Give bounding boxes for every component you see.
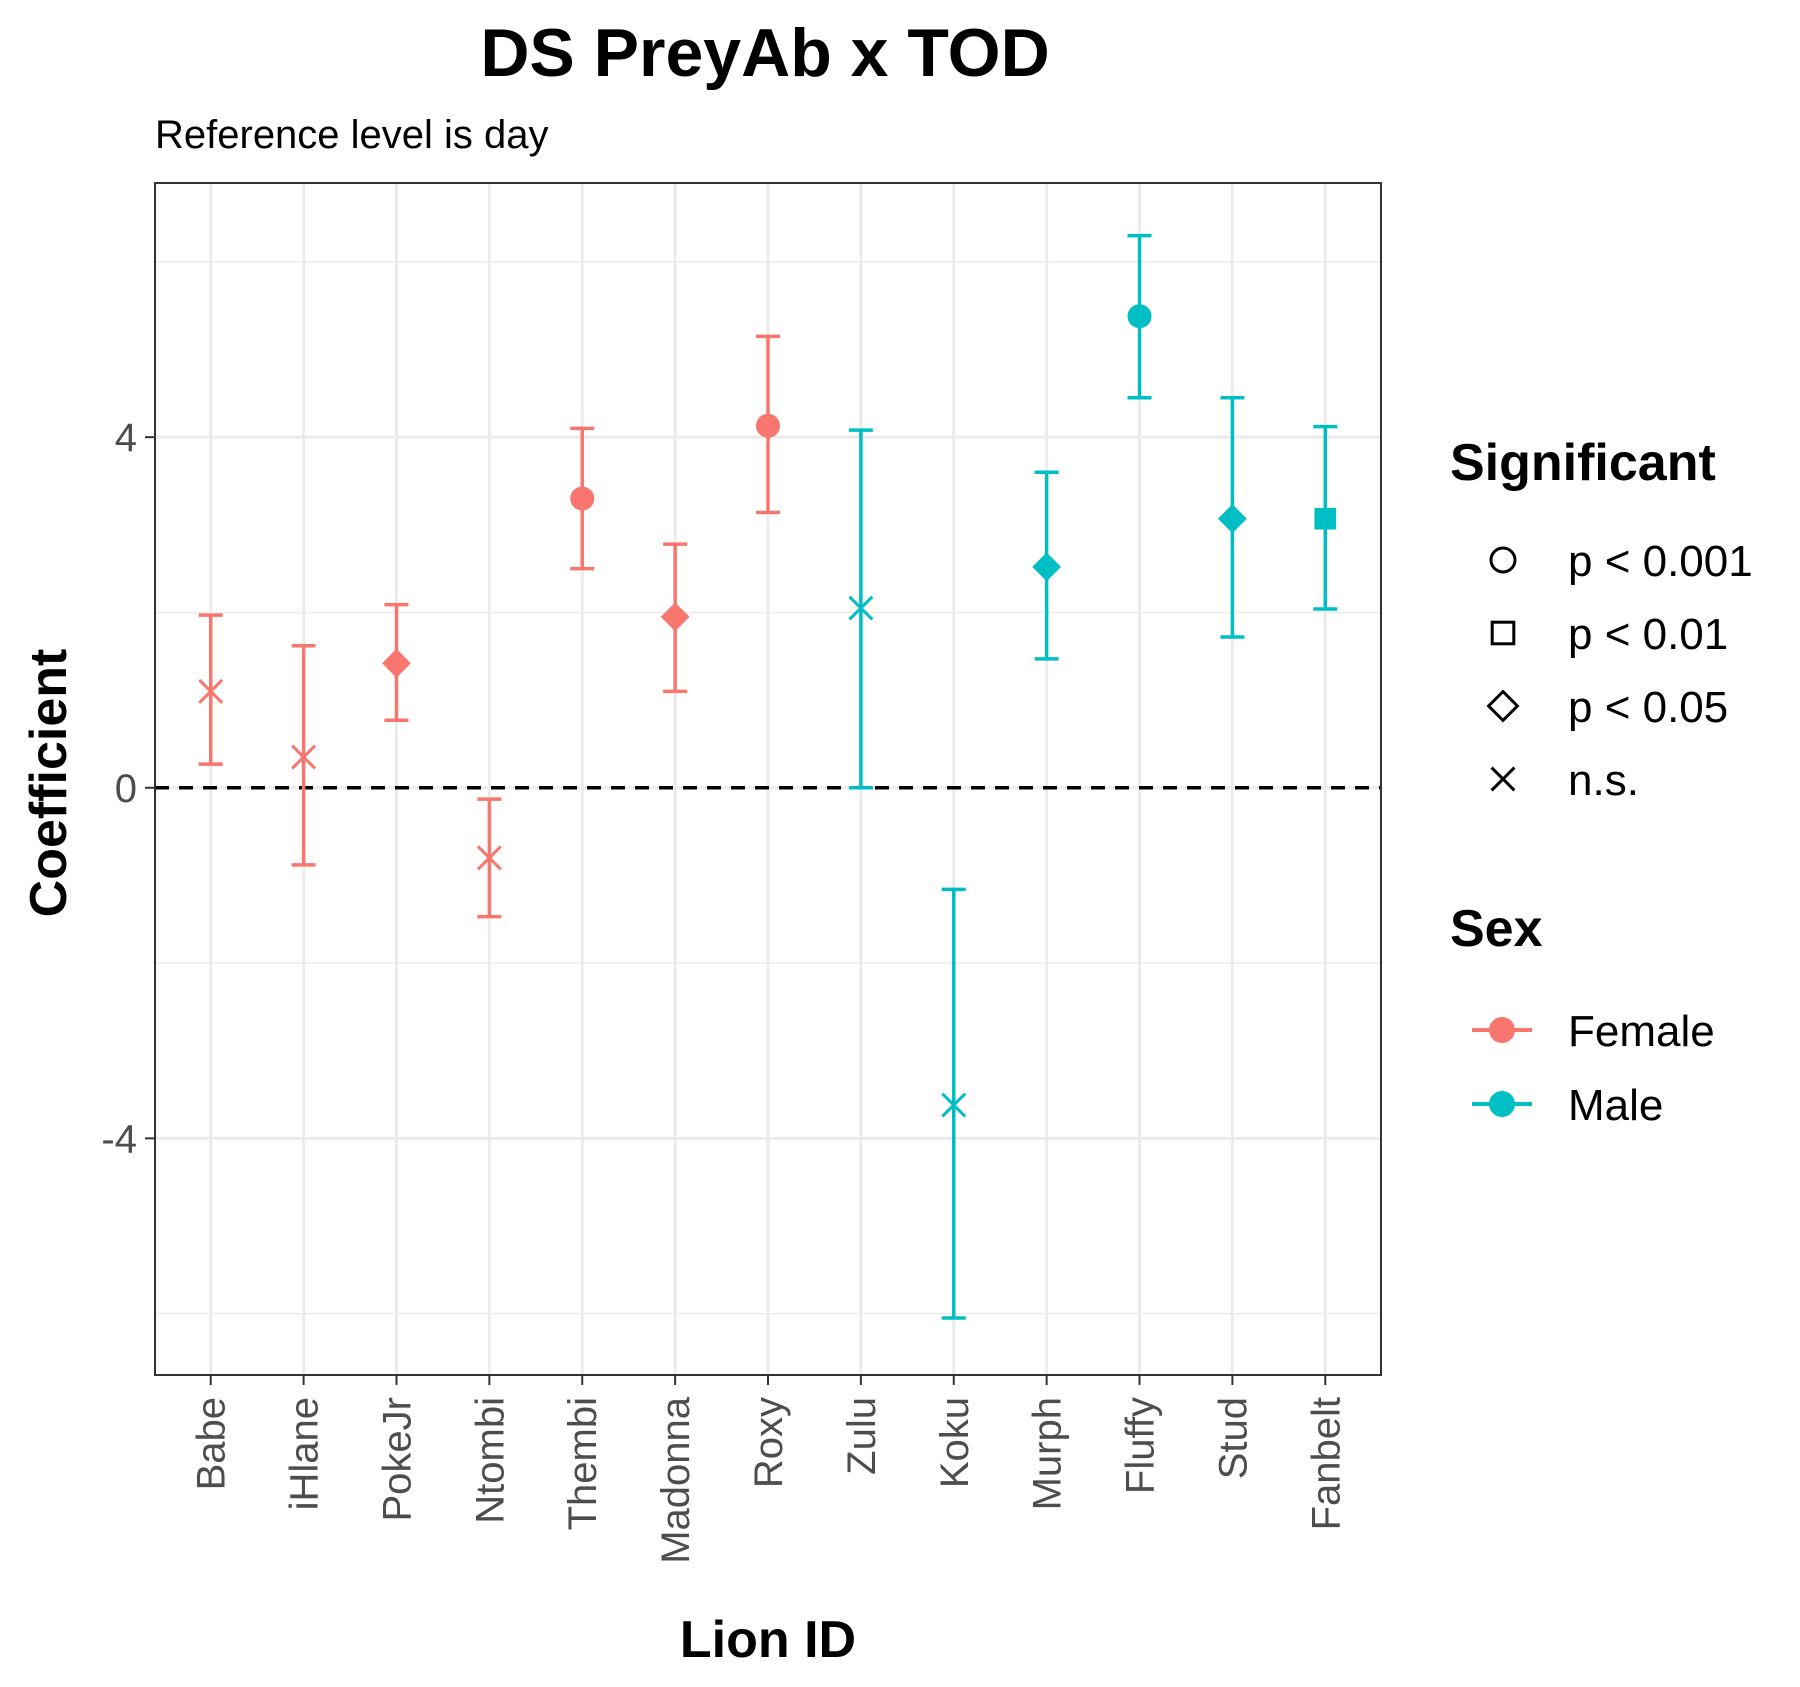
point-marker [198, 678, 224, 704]
x-tick-label: Babe [190, 1397, 234, 1490]
legend-significant-label: p < 0.05 [1568, 683, 1728, 732]
y-axis-title: Coefficient [20, 649, 78, 918]
point-marker [570, 486, 595, 511]
x-tick-label: Ntombi [468, 1397, 512, 1524]
legend-significant-label: n.s. [1568, 756, 1639, 805]
data-point-roxy [756, 334, 780, 515]
legend-sex-label: Female [1568, 1007, 1715, 1056]
x-tick-label: Fanbelt [1304, 1397, 1348, 1530]
point-marker [848, 595, 874, 621]
x-tick-label: Koku [933, 1397, 977, 1488]
point-marker [476, 845, 502, 871]
legend-significant-item: n.s. [1490, 756, 1639, 805]
data-point-ntombi [476, 797, 502, 919]
point-marker [382, 648, 411, 678]
legend-diamond-icon [1486, 689, 1520, 723]
x-tick-label: Fluffy [1119, 1397, 1163, 1494]
point-marker [1032, 552, 1062, 582]
legend-square-icon [1490, 620, 1516, 646]
plot-area [154, 182, 1382, 1376]
legend-sex-item: Female [1472, 1007, 1715, 1056]
x-tick-label: Thembi [561, 1397, 605, 1530]
legend-significant-item: p < 0.001 [1489, 537, 1753, 586]
point-marker [660, 602, 690, 632]
legend-sex-item: Male [1472, 1081, 1663, 1130]
legend-dot-icon [1489, 1091, 1515, 1117]
legend-circle-icon [1489, 546, 1517, 574]
x-tick-label: iHlane [283, 1397, 327, 1510]
x-tick-label: Stud [1211, 1397, 1255, 1479]
data-point-fanbelt [1313, 424, 1338, 611]
x-axis-title: Lion ID [680, 1611, 856, 1669]
data-point-ihlane [291, 644, 317, 867]
data-point-fluffy [1127, 233, 1152, 400]
data-point-thembi [570, 426, 595, 571]
point-marker [941, 1092, 967, 1118]
legend-significant-title: Significant [1450, 434, 1716, 492]
data-point-madonna [660, 542, 690, 694]
legend-significant-label: p < 0.01 [1568, 610, 1728, 659]
legend-sex-label: Male [1568, 1081, 1663, 1130]
x-tick-label: Zulu [840, 1397, 884, 1475]
legend: Significant p < 0.001 p < 0.01 p < 0.05 n.s… [1450, 434, 1753, 1130]
data-point-koku [941, 887, 967, 1320]
data-point-stud [1217, 395, 1247, 639]
point-marker [1127, 304, 1152, 329]
x-tick-label: Madonna [654, 1396, 698, 1564]
legend-sex-title: Sex [1450, 900, 1543, 958]
y-axis: -4 0 4 [101, 416, 155, 1161]
y-tick-label: 0 [115, 767, 137, 811]
data-point-pokejr [382, 602, 411, 723]
legend-sex-items: Female Male [1472, 1007, 1715, 1130]
data-point-babe [198, 613, 224, 766]
x-axis: Babe iHlane PokeJr Ntombi Thembi Madonna Roxy Z… [190, 1375, 1348, 1564]
legend-cross-icon [1490, 766, 1516, 792]
data-point-murph [1032, 470, 1062, 661]
chart-title: DS PreyAb x TOD [480, 15, 1049, 91]
point-marker [1217, 504, 1247, 534]
legend-significant-item: p < 0.01 [1490, 610, 1728, 659]
legend-significant-item: p < 0.05 [1486, 683, 1728, 732]
legend-significant-items: p < 0.001 p < 0.01 p < 0.05 n.s. [1486, 537, 1753, 805]
x-tick-label: Murph [1026, 1397, 1070, 1510]
x-tick-label: PokeJr [375, 1397, 419, 1522]
chart-subtitle: Reference level is day [155, 113, 549, 157]
point-marker [291, 744, 317, 770]
legend-dot-icon [1489, 1017, 1515, 1043]
data-point-zulu [848, 428, 874, 790]
point-marker [756, 413, 780, 438]
legend-significant-label: p < 0.001 [1568, 537, 1753, 586]
y-tick-label: -4 [101, 1117, 137, 1161]
y-tick-label: 4 [115, 416, 137, 460]
x-tick-label: Roxy [747, 1397, 791, 1488]
point-marker [1314, 507, 1337, 530]
